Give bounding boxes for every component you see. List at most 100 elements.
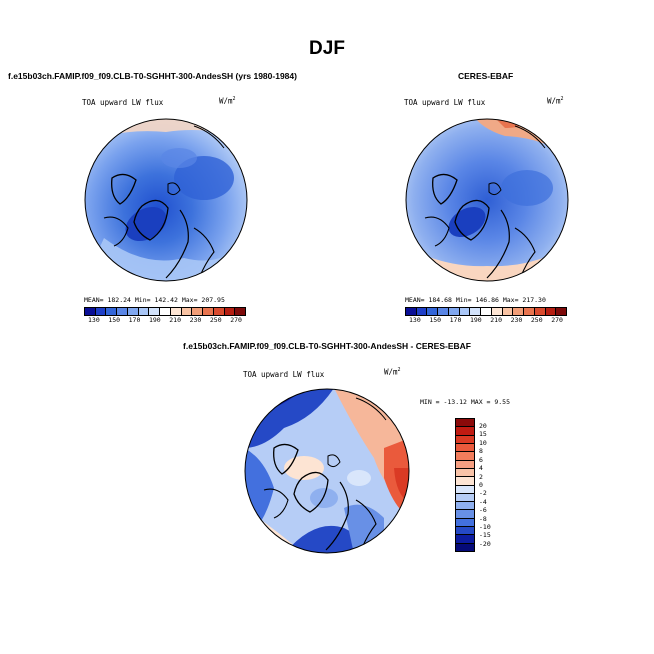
diff-colorbar-swatch: [456, 510, 474, 519]
obs-colorbar-swatch: [524, 308, 535, 315]
model-colorbar-swatch: [203, 308, 214, 315]
model-colorbar-swatch: [213, 308, 225, 315]
diff-colorbar-swatch: [456, 485, 474, 494]
diff-colorbar-swatch: [456, 419, 474, 428]
model-units-label: W/m2: [219, 96, 236, 106]
model-colorbar-swatch: [181, 308, 193, 315]
model-colorbar-swatch: [127, 308, 139, 315]
obs-colorbar-swatch: [406, 308, 417, 315]
obs-colorbar-swatch: [416, 308, 428, 315]
model-colorbar-tick: 210: [169, 316, 181, 324]
diff-colorbar-swatch: [456, 443, 474, 453]
model-colorbar-tick: 190: [148, 316, 161, 324]
obs-colorbar-tick: 250: [530, 316, 543, 324]
obs-units-label: W/m2: [547, 96, 564, 106]
diff-colorbar-tick: -20: [479, 539, 491, 548]
diff-panel-title: f.e15b03ch.FAMIP.f09_f09.CLB-T0-SGHHT-30…: [183, 341, 471, 351]
obs-colorbar-swatch: [427, 308, 439, 315]
obs-colorbar-swatch: [470, 308, 482, 315]
diff-colorbar-tick: -6: [479, 506, 487, 515]
obs-variable-label: TOA upward LW flux: [404, 98, 486, 107]
diff-colorbar-swatch: [456, 460, 474, 469]
model-polar-map: [84, 118, 248, 282]
obs-colorbar-swatch: [448, 308, 460, 315]
model-colorbar-swatch: [106, 308, 118, 315]
diff-colorbar-tick: 2: [479, 472, 483, 481]
diff-colorbar-swatch: [456, 527, 474, 536]
diff-colorbar-ticks: 20 15 10 8 6 4 2 0 -2 -4 -6 -8 -10 -15 -20: [479, 418, 491, 552]
model-colorbar-swatch: [138, 308, 150, 315]
model-colorbar-tick: 250: [209, 316, 222, 324]
obs-colorbar-swatch: [459, 308, 471, 315]
obs-colorbar-tick: 210: [490, 316, 502, 324]
model-colorbar-ticks: 130 150 170 190 210 230 250 270: [84, 316, 246, 324]
obs-colorbar-swatches: [405, 307, 567, 316]
diff-colorbar-tick: 8: [479, 447, 483, 456]
obs-colorbar-swatch: [556, 308, 567, 315]
model-colorbar-swatch: [117, 308, 128, 315]
obs-colorbar-tick: 230: [510, 316, 523, 324]
diff-colorbar-tick: 10: [479, 438, 487, 447]
model-colorbar-tick: 130: [88, 316, 100, 324]
diff-colorbar-tick: 0: [479, 480, 483, 489]
obs-colorbar-tick: 150: [429, 316, 442, 324]
obs-colorbar-tick: 270: [551, 316, 563, 324]
obs-colorbar-tick: 190: [469, 316, 482, 324]
model-variable-label: TOA upward LW flux: [82, 98, 164, 107]
model-colorbar-swatch: [160, 308, 171, 315]
obs-colorbar-swatch: [481, 308, 492, 315]
diff-colorbar-swatch: [456, 518, 474, 528]
model-colorbar-swatch: [235, 308, 246, 315]
diff-colorbar-tick: 15: [479, 430, 487, 439]
model-colorbar-swatch: [224, 308, 236, 315]
obs-colorbar-tick: 170: [449, 316, 462, 324]
diff-colorbar-tick: -4: [479, 497, 487, 506]
model-colorbar-swatches: [84, 307, 246, 316]
model-colorbar-swatch: [95, 308, 107, 315]
obs-colorbar-tick: 130: [409, 316, 421, 324]
diff-stats: MIN = -13.12 MAX = 9.55: [420, 398, 511, 406]
diff-colorbar-swatch: [456, 427, 474, 436]
diff-colorbar-swatch: [456, 543, 474, 551]
model-colorbar-tick: 170: [128, 316, 141, 324]
model-colorbar-swatch: [149, 308, 161, 315]
diff-colorbar-swatches: [455, 418, 475, 552]
diff-variable-label: TOA upward LW flux: [243, 370, 325, 379]
model-colorbar-tick: 150: [108, 316, 121, 324]
model-colorbar-tick: 270: [230, 316, 242, 324]
diff-polar-map: [244, 388, 410, 554]
diff-colorbar-tick: -10: [479, 523, 491, 532]
season-title: DJF: [309, 38, 345, 59]
diff-colorbar-swatch: [456, 502, 474, 511]
obs-polar-map: [405, 118, 569, 282]
obs-colorbar-ticks: 130 150 170 190 210 230 250 270: [405, 316, 567, 324]
diff-colorbar-swatch: [456, 435, 474, 444]
obs-colorbar-swatch: [491, 308, 503, 315]
diff-units-label: W/m2: [384, 367, 401, 377]
diff-colorbar-tick: -15: [479, 531, 491, 540]
diff-colorbar-tick: 6: [479, 455, 483, 464]
diff-colorbar-swatch: [456, 493, 474, 503]
obs-stats: MEAN= 184.68 Min= 146.86 Max= 217.30: [405, 296, 546, 304]
diff-colorbar: 20 15 10 8 6 4 2 0 -2 -4 -6 -8 -10 -15 -20: [455, 418, 491, 552]
obs-colorbar: 130 150 170 190 210 230 250 270: [405, 307, 567, 324]
diff-colorbar-swatch: [456, 535, 474, 544]
obs-colorbar-swatch: [438, 308, 449, 315]
diff-colorbar-swatch: [456, 477, 474, 486]
obs-colorbar-swatch: [534, 308, 546, 315]
model-stats: MEAN= 182.24 Min= 142.42 Max= 207.95: [84, 296, 225, 304]
diff-colorbar-tick: -8: [479, 514, 487, 523]
diff-colorbar-tick: 20: [479, 422, 487, 430]
model-colorbar: 130 150 170 190 210 230 250 270: [84, 307, 246, 324]
model-colorbar-swatch: [192, 308, 204, 315]
model-colorbar-swatch: [85, 308, 96, 315]
obs-colorbar-swatch: [513, 308, 525, 315]
diff-colorbar-tick: -2: [479, 489, 487, 498]
obs-panel-title: CERES-EBAF: [458, 71, 514, 81]
obs-colorbar-swatch: [502, 308, 514, 315]
diff-colorbar-swatch: [456, 452, 474, 461]
model-colorbar-tick: 230: [189, 316, 202, 324]
diff-colorbar-swatch: [456, 468, 474, 478]
obs-colorbar-swatch: [545, 308, 557, 315]
diff-colorbar-tick: 4: [479, 464, 483, 473]
